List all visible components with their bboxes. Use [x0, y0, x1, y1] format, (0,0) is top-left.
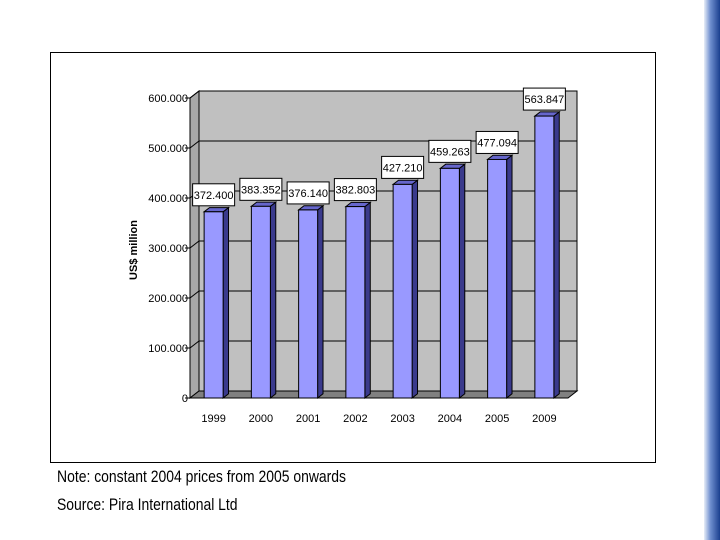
source-text: Source: Pira International Ltd — [57, 495, 238, 514]
data-label-box — [239, 177, 283, 201]
data-label-box — [286, 181, 330, 205]
y-tick-label: 200.000 — [148, 293, 188, 305]
data-label: 563.847 — [524, 94, 564, 106]
x-tick-label: 2001 — [296, 413, 320, 425]
data-label: 459.263 — [430, 146, 470, 158]
bar — [250, 205, 271, 399]
bar-side — [364, 201, 371, 400]
x-tick-label: 2000 — [249, 413, 273, 425]
data-label: 477.094 — [477, 137, 517, 149]
y-tick-label: 100.000 — [148, 343, 188, 355]
bar — [392, 183, 413, 399]
bar — [345, 206, 366, 399]
data-label: 427.210 — [383, 162, 423, 174]
x-tick-label: 2009 — [532, 413, 556, 425]
data-label-box — [192, 183, 236, 207]
x-tick-label: 2002 — [343, 413, 367, 425]
data-label: 372.400 — [194, 190, 234, 202]
data-label-box — [333, 178, 377, 202]
bar — [298, 209, 319, 399]
bar — [203, 211, 224, 399]
chart-notes: Note: constant 2004 prices from 2005 onw… — [57, 463, 657, 519]
data-label-box — [475, 130, 519, 154]
bar-side — [222, 206, 230, 400]
data-label-box — [381, 155, 425, 179]
data-label: 383.352 — [241, 184, 281, 196]
bar-side — [458, 163, 466, 400]
bar — [439, 167, 460, 399]
note-text: Note: constant 2004 prices from 2005 onw… — [57, 467, 347, 486]
x-tick-label: 2004 — [438, 413, 462, 425]
y-tick-label: 400.000 — [148, 193, 188, 205]
data-label: 376.140 — [288, 188, 328, 200]
y-tick-label: 600.000 — [148, 93, 188, 105]
x-tick-label: 2005 — [485, 413, 509, 425]
data-label-box — [522, 87, 566, 111]
bar-side — [506, 154, 513, 400]
gridline — [189, 90, 577, 99]
slide-edge-decoration — [704, 0, 720, 540]
data-label: 382.803 — [335, 185, 375, 197]
bar — [487, 158, 508, 399]
data-label-box — [428, 139, 472, 163]
bar-side — [411, 179, 419, 400]
y-tick-label: 0 — [182, 393, 188, 405]
chart-floor — [188, 390, 579, 399]
y-axis-label: US$ million — [128, 220, 140, 280]
x-tick-label: 1999 — [201, 413, 225, 425]
x-tick-label: 2003 — [390, 413, 414, 425]
y-tick-label: 500.000 — [148, 143, 188, 155]
bar-side — [317, 204, 324, 400]
bar — [534, 115, 555, 399]
y-tick-label: 300.000 — [148, 243, 188, 255]
bar-side — [269, 201, 277, 400]
bar-side — [553, 110, 560, 400]
